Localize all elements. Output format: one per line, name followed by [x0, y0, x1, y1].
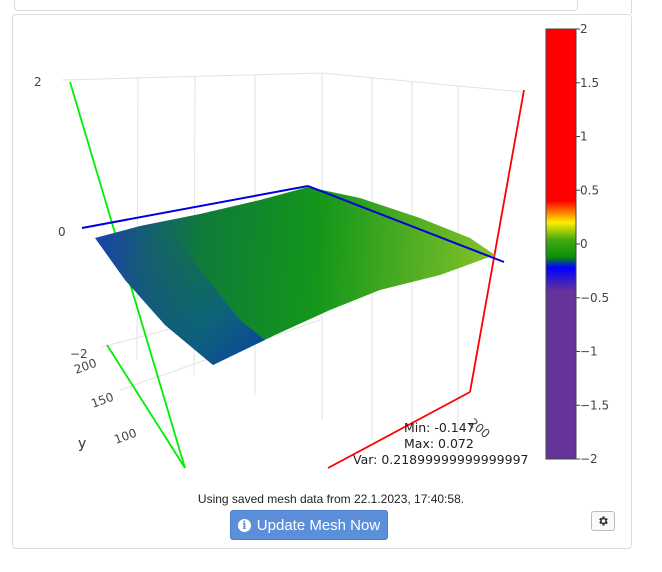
z-tick-0: 0: [58, 225, 66, 239]
plane-edge-right: [307, 185, 505, 263]
z-tick-2: 2: [34, 75, 42, 89]
plane-edge-left: [81, 185, 309, 229]
y-tick-100: 100: [112, 426, 138, 447]
x-axis-bottom-line: [327, 391, 471, 469]
colorbar-tick-label: −1: [580, 345, 598, 359]
previous-card: [14, 0, 578, 11]
mesh-surface-shade: [95, 226, 265, 365]
stat-max: Max: 0.072: [404, 436, 474, 451]
update-mesh-button[interactable]: i Update Mesh Now: [230, 510, 388, 540]
gear-icon: [599, 516, 608, 526]
divider: [631, 0, 632, 14]
colorbar: [545, 28, 577, 460]
colorbar-tick-label: −2: [580, 452, 598, 466]
x-axis-line: [469, 89, 525, 393]
stat-var: Var: 0.21899999999999997: [353, 452, 528, 467]
z-tick-neg2: −2: [70, 347, 88, 361]
colorbar-tick-label: 0: [580, 237, 588, 251]
colorbar-tick-label: 1.5: [580, 76, 599, 90]
settings-button[interactable]: [591, 511, 615, 531]
y-axis-bottom-line: [106, 344, 186, 469]
colorbar-tick-label: −0.5: [580, 291, 609, 305]
mesh-info-text: Using saved mesh data from 22.1.2023, 17…: [197, 492, 465, 506]
colorbar-ticks: 2 1.5 1 0.5 0 −0.5 −1 −1.5 −2: [576, 22, 609, 466]
y-tick-150: 150: [89, 390, 115, 411]
colorbar-tick-label: −1.5: [580, 398, 609, 412]
stat-min: Min: -0.147: [404, 420, 475, 435]
update-mesh-label: Update Mesh Now: [256, 516, 381, 534]
info-icon: i: [237, 518, 251, 532]
colorbar-tick-label: 0.5: [580, 183, 599, 197]
colorbar-tick-label: 2: [580, 22, 588, 36]
colorbar-tick-label: 1: [580, 130, 588, 144]
y-axis-label: y: [78, 436, 86, 452]
